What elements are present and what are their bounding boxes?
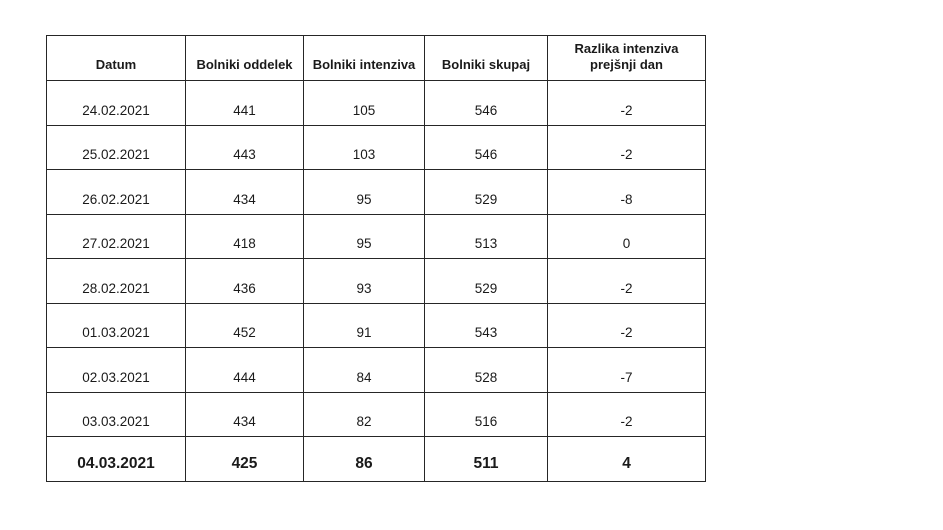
- cell-oddelek: 443: [185, 124, 304, 170]
- cell-razlika: -2: [547, 258, 706, 304]
- cell-razlika: -2: [547, 80, 706, 126]
- cell-skupaj: 546: [424, 124, 548, 170]
- header-oddelek: Bolniki oddelek: [185, 35, 304, 81]
- patients-table: Datum Bolniki oddelek Bolniki intenziva …: [46, 35, 706, 482]
- cell-skupaj: 529: [424, 258, 548, 304]
- cell-skupaj: 529: [424, 169, 548, 215]
- cell-oddelek: 434: [185, 169, 304, 215]
- table-row: 27.02.2021 418 95 513 0: [46, 213, 706, 259]
- cell-intenziva: 105: [303, 80, 425, 126]
- table-row: 26.02.2021 434 95 529 -8: [46, 169, 706, 215]
- cell-datum: 24.02.2021: [46, 80, 186, 126]
- cell-razlika: -2: [547, 391, 706, 437]
- cell-skupaj: 513: [424, 213, 548, 259]
- table-row: 25.02.2021 443 103 546 -2: [46, 124, 706, 170]
- table-row: 03.03.2021 434 82 516 -2: [46, 391, 706, 437]
- cell-skupaj: 543: [424, 302, 548, 348]
- cell-intenziva: 82: [303, 391, 425, 437]
- cell-razlika: -8: [547, 169, 706, 215]
- cell-datum: 26.02.2021: [46, 169, 186, 215]
- table-row: 24.02.2021 441 105 546 -2: [46, 80, 706, 126]
- cell-skupaj: 511: [424, 436, 548, 482]
- cell-razlika: -2: [547, 302, 706, 348]
- cell-oddelek: 436: [185, 258, 304, 304]
- cell-intenziva: 84: [303, 347, 425, 393]
- cell-oddelek: 444: [185, 347, 304, 393]
- header-datum: Datum: [46, 35, 186, 81]
- cell-intenziva: 103: [303, 124, 425, 170]
- cell-intenziva: 93: [303, 258, 425, 304]
- cell-oddelek: 425: [185, 436, 304, 482]
- cell-datum: 28.02.2021: [46, 258, 186, 304]
- table-row: 28.02.2021 436 93 529 -2: [46, 258, 706, 304]
- cell-skupaj: 516: [424, 391, 548, 437]
- table-row: 02.03.2021 444 84 528 -7: [46, 347, 706, 393]
- cell-skupaj: 546: [424, 80, 548, 126]
- cell-oddelek: 418: [185, 213, 304, 259]
- cell-intenziva: 86: [303, 436, 425, 482]
- cell-datum: 03.03.2021: [46, 391, 186, 437]
- header-intenziva: Bolniki intenziva: [303, 35, 425, 81]
- table-header-row: Datum Bolniki oddelek Bolniki intenziva …: [46, 35, 706, 81]
- table-row: 01.03.2021 452 91 543 -2: [46, 302, 706, 348]
- cell-intenziva: 95: [303, 169, 425, 215]
- header-skupaj: Bolniki skupaj: [424, 35, 548, 81]
- cell-skupaj: 528: [424, 347, 548, 393]
- cell-razlika: 0: [547, 213, 706, 259]
- table-row: 04.03.2021 425 86 511 4: [46, 436, 706, 482]
- cell-razlika: -7: [547, 347, 706, 393]
- cell-datum: 04.03.2021: [46, 436, 186, 482]
- cell-datum: 25.02.2021: [46, 124, 186, 170]
- cell-intenziva: 91: [303, 302, 425, 348]
- cell-datum: 27.02.2021: [46, 213, 186, 259]
- cell-intenziva: 95: [303, 213, 425, 259]
- cell-datum: 02.03.2021: [46, 347, 186, 393]
- cell-oddelek: 452: [185, 302, 304, 348]
- cell-razlika: -2: [547, 124, 706, 170]
- table-body: 24.02.2021 441 105 546 -2 25.02.2021 443 103 546…: [46, 80, 706, 482]
- cell-datum: 01.03.2021: [46, 302, 186, 348]
- cell-oddelek: 434: [185, 391, 304, 437]
- cell-oddelek: 441: [185, 80, 304, 126]
- header-razlika: Razlika intenziva prejšnji dan: [547, 35, 706, 81]
- cell-razlika: 4: [547, 436, 706, 482]
